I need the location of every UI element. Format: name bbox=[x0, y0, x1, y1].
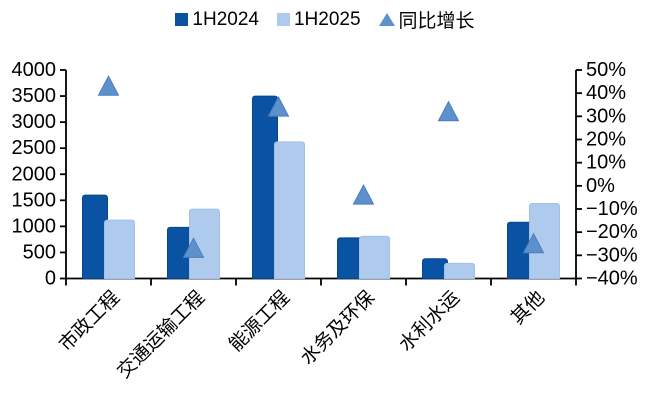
bar-1h2024 bbox=[337, 237, 363, 279]
right-axis-label: 0% bbox=[586, 175, 615, 197]
right-axis-label: 40% bbox=[586, 82, 626, 104]
bar-1h2025 bbox=[189, 208, 220, 279]
category-label: 其他 bbox=[507, 286, 549, 328]
bar-1h2025 bbox=[274, 141, 305, 279]
left-axis-label: 0 bbox=[45, 268, 56, 290]
yoy-triangle-marker bbox=[182, 237, 205, 258]
left-axis-label: 3500 bbox=[12, 85, 57, 107]
legend-label: 1H2025 bbox=[293, 8, 361, 30]
right-axis-label: −20% bbox=[586, 221, 638, 243]
bar-1h2024 bbox=[82, 194, 108, 279]
bar-1h2024 bbox=[422, 258, 448, 279]
right-axis-label: −10% bbox=[586, 198, 638, 220]
category-label: 市政工程 bbox=[55, 286, 124, 355]
left-axis-label: 500 bbox=[23, 241, 56, 263]
bar-1h2024 bbox=[252, 95, 278, 279]
legend-item-1: 1H2024 bbox=[175, 9, 259, 31]
left-axis-label: 2500 bbox=[12, 137, 57, 159]
legend-item-2: 1H2025 bbox=[276, 8, 361, 31]
bar-1h2025 bbox=[359, 235, 390, 279]
left-axis-label: 3000 bbox=[12, 111, 57, 133]
legend-label: 1H2024 bbox=[192, 8, 259, 30]
triangle-marker-icon bbox=[378, 13, 395, 26]
right-axis-label: 20% bbox=[586, 129, 626, 151]
yoy-triangle-marker bbox=[522, 232, 545, 254]
yoy-triangle-marker bbox=[97, 75, 120, 96]
category-label: 能源工程 bbox=[225, 286, 294, 355]
bar-1h2025 bbox=[444, 262, 475, 279]
chart-legend: 1H2024 1H2025 同比增长 bbox=[0, 6, 650, 33]
category-label: 水利水运 bbox=[395, 286, 464, 355]
legend-label: 同比增长 bbox=[398, 11, 475, 32]
right-axis-label: 30% bbox=[586, 105, 626, 127]
left-axis-label: 2000 bbox=[12, 163, 57, 185]
left-axis-label: 1500 bbox=[12, 189, 57, 211]
right-axis-label: −30% bbox=[586, 244, 638, 266]
right-axis-label: 50% bbox=[586, 59, 626, 81]
category-label: 水务及环保 bbox=[296, 286, 379, 369]
square-marker-icon bbox=[175, 13, 189, 26]
yoy-triangle-marker bbox=[267, 95, 290, 117]
left-axis-label: 4000 bbox=[12, 59, 57, 81]
square-marker-icon bbox=[276, 13, 290, 26]
right-axis-label: −40% bbox=[586, 268, 638, 290]
bar-1h2025 bbox=[529, 202, 560, 279]
bar-1h2025 bbox=[104, 219, 135, 279]
legend-item-3: 同比增长 bbox=[378, 6, 475, 33]
left-axis-label: 1000 bbox=[12, 215, 57, 237]
yoy-triangle-marker bbox=[352, 184, 375, 205]
yoy-triangle-marker bbox=[437, 100, 460, 122]
right-axis-label: 10% bbox=[586, 152, 626, 174]
category-label: 交通运输工程 bbox=[113, 286, 209, 382]
